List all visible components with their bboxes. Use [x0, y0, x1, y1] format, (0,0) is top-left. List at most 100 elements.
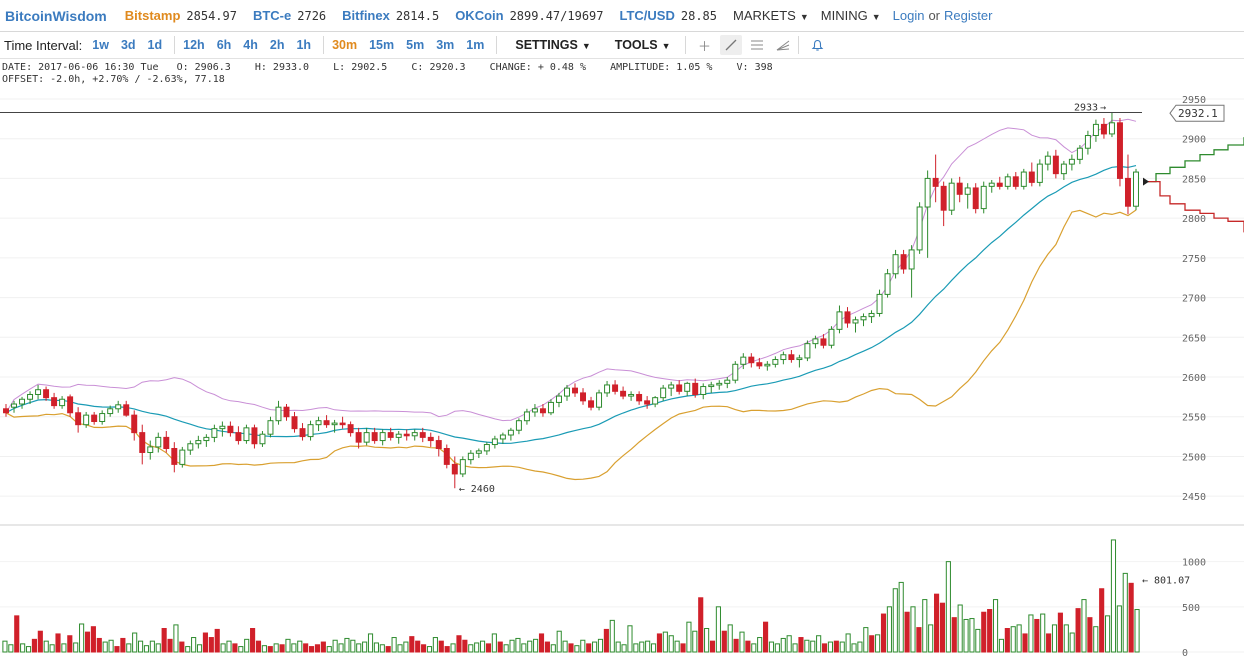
volume-bar-down [308, 646, 315, 653]
chevron-down-icon: ▼ [661, 41, 671, 51]
divider [496, 36, 498, 54]
price-tick-label: 2900 [1182, 135, 1206, 146]
volume-bar-up [285, 638, 291, 653]
volume-bar-down [497, 641, 503, 653]
price-btce: 2726 [297, 8, 327, 23]
interval-1h[interactable]: 1h [296, 38, 312, 52]
candle-down [51, 397, 58, 407]
interval-4h[interactable]: 4h [243, 38, 258, 52]
volume-bar-up [403, 641, 409, 653]
settings-menu[interactable]: SETTINGS ▼ [515, 38, 590, 52]
volume-bar-down [538, 633, 545, 653]
volume-bar-down [733, 638, 739, 653]
brand-logo[interactable]: BitcoinWisdom [5, 7, 107, 24]
volume-bar-up [792, 643, 798, 653]
volume-bar-up [845, 633, 851, 653]
exchange-bitstamp[interactable]: Bitstamp [124, 8, 181, 23]
mining-menu[interactable]: MINING ▼ [821, 8, 881, 23]
exchange-bitfinex[interactable]: Bitfinex [342, 8, 390, 23]
trendline-icon[interactable] [719, 35, 742, 55]
interval-5m[interactable]: 5m [406, 38, 425, 52]
candle-up [395, 433, 402, 438]
register-link[interactable]: Register [944, 8, 993, 23]
ohlc-info: DATE: 2017-06-06 16:30 Tue O: 2906.3 H: … [2, 62, 773, 86]
volume-bar-up [556, 630, 562, 653]
volume-bar-up [928, 624, 934, 653]
candle-up [115, 404, 122, 410]
volume-bar-up [185, 646, 191, 653]
interval-1m[interactable]: 1m [466, 38, 485, 52]
volume-bar-down [1087, 617, 1093, 653]
volume-bar-up [1028, 614, 1034, 653]
depth-marker-icon [1143, 177, 1149, 186]
volume-bar-up [356, 643, 362, 653]
candle-down [1124, 177, 1131, 207]
upper-band-line [5, 118, 1137, 422]
candle-down [387, 432, 394, 438]
price-bitfinex: 2814.5 [395, 8, 440, 23]
candle-down [996, 182, 1003, 187]
horizontal-lines-icon[interactable] [746, 35, 768, 55]
volume-bar-up [910, 606, 916, 653]
candle-up [467, 452, 474, 461]
volume-bar-down [904, 611, 910, 653]
volume-bar-up [715, 606, 721, 653]
volume-arrow-icon: ← [1142, 576, 1148, 587]
candle-up [716, 382, 723, 386]
depth-bid-line [1148, 137, 1244, 183]
volume-bar-up [196, 644, 203, 653]
interval-3m[interactable]: 3m [436, 38, 455, 52]
price-tick-label: 2450 [1182, 492, 1206, 503]
volume-bar-up [379, 644, 385, 653]
login-link[interactable]: Login [892, 8, 925, 23]
candle-down [67, 396, 74, 414]
interval-6h[interactable]: 6h [216, 38, 232, 52]
depth-ask-line [1148, 180, 1244, 233]
candle-up [804, 343, 811, 359]
interval-30m[interactable]: 30m [332, 38, 358, 52]
volume-bar-down [869, 635, 875, 653]
candle-up [411, 432, 418, 437]
volume-bar-down [462, 639, 468, 653]
candle-down [3, 408, 9, 414]
candle-up [307, 424, 314, 438]
interval-1w[interactable]: 1w [92, 38, 109, 52]
interval-15m[interactable]: 15m [369, 38, 395, 52]
bell-icon[interactable] [807, 35, 829, 55]
divider [797, 36, 799, 54]
volume-tick-label: 1000 [1182, 558, 1206, 569]
fan-icon[interactable] [772, 35, 794, 55]
interval-12h[interactable]: 12h [183, 38, 205, 52]
annotations: 2933 → ← 2460 2932.1 ← 801.07 [0, 102, 1225, 587]
volume-bar-up [609, 619, 615, 653]
volume-bar-down [698, 597, 704, 653]
ohlc-line: DATE: 2017-06-06 16:30 Tue O: 2906.3 H: … [2, 62, 773, 73]
interval-1d[interactable]: 1d [147, 38, 163, 52]
volume-bar-up [827, 641, 834, 653]
candle-up [1108, 122, 1115, 135]
markets-label: MARKETS [733, 8, 796, 23]
volume-bar-up [326, 646, 332, 653]
markets-menu[interactable]: MARKETS ▼ [733, 8, 809, 23]
volume-bar-up [739, 631, 745, 653]
crosshair-icon[interactable]: ＋ [698, 38, 712, 54]
volume-bar-down [208, 637, 214, 653]
candle-up [740, 356, 747, 365]
exchange-ltcusd[interactable]: LTC/USD [619, 8, 675, 23]
exchange-okcoin[interactable]: OKCoin [455, 8, 504, 23]
volume-bar-up [1051, 624, 1058, 653]
settings-label: SETTINGS [515, 38, 578, 52]
volume-bar-up [533, 638, 539, 653]
volume-bar-down [833, 640, 839, 653]
interval-3d[interactable]: 3d [120, 38, 136, 52]
candle-up [11, 403, 18, 408]
candle-down [940, 185, 947, 211]
candle-up [772, 359, 779, 365]
volume-bar-up [108, 639, 114, 653]
volume-bar-down [96, 637, 102, 653]
exchange-btce[interactable]: BTC-e [252, 8, 292, 23]
interval-2h[interactable]: 2h [269, 38, 285, 52]
tools-menu[interactable]: TOOLS ▼ [615, 38, 671, 52]
candle-down [972, 187, 979, 210]
